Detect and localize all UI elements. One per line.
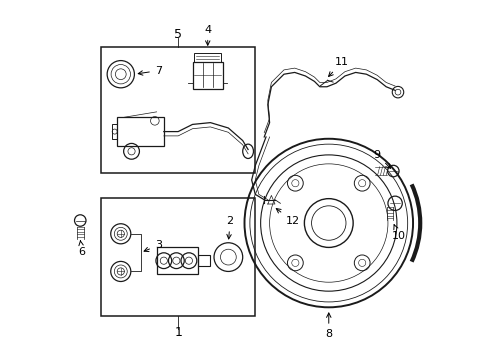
Text: 7: 7 [138,66,162,76]
Bar [156,247,198,274]
Text: 6: 6 [79,241,85,257]
Bar [101,198,255,316]
Bar [198,255,210,266]
Text: 3: 3 [144,240,162,252]
Text: 2: 2 [226,216,233,239]
Text: 12: 12 [276,208,299,226]
Text: 9: 9 [373,150,390,168]
Bar [101,47,255,173]
Bar [194,53,221,62]
Bar [117,117,163,146]
Bar [112,125,117,139]
Text: 8: 8 [325,313,332,339]
Text: 5: 5 [174,28,182,41]
Text: 4: 4 [204,25,211,45]
Text: 11: 11 [328,57,348,76]
Bar [192,62,223,89]
Text: 1: 1 [174,326,182,339]
Text: 10: 10 [391,225,405,240]
